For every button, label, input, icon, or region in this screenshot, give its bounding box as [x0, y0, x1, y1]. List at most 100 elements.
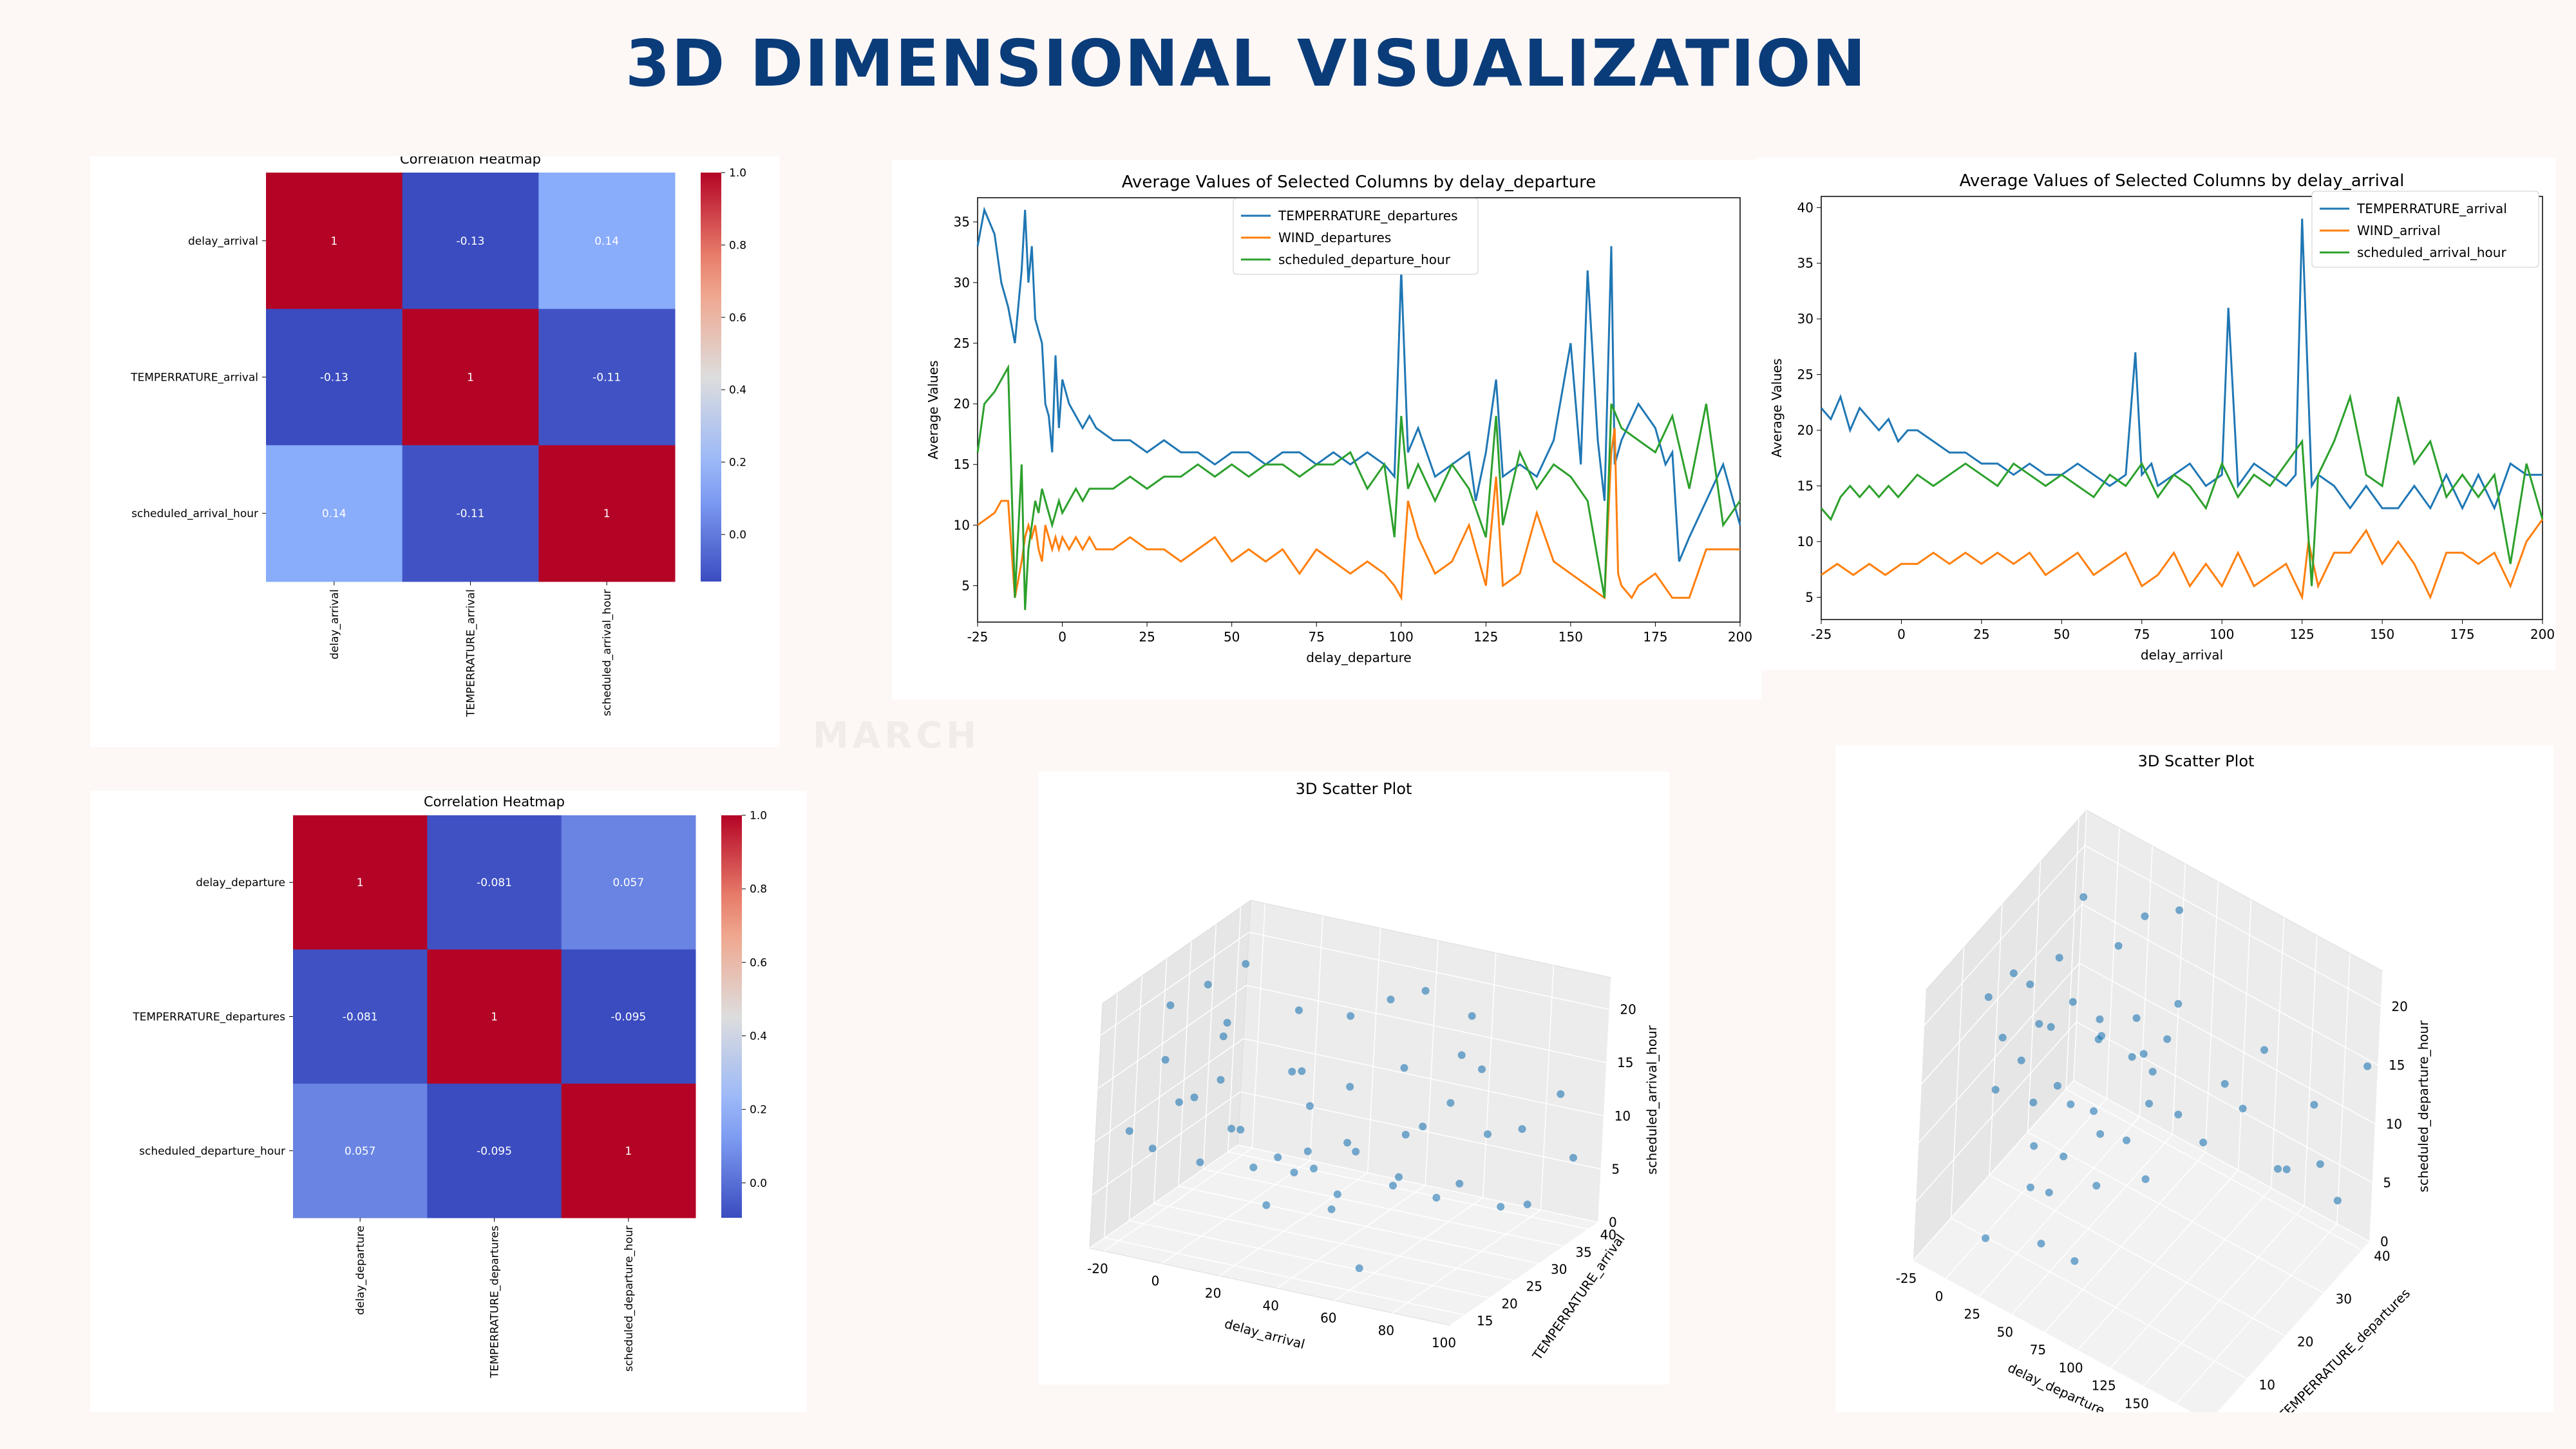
z-tick-label: 5: [1611, 1161, 1620, 1177]
y-tick-label: 20: [2297, 1334, 2313, 1350]
y-tick-label: 35: [954, 214, 970, 230]
x-tick-label: 125: [1473, 629, 1498, 645]
heatmap-arrival-chart: Correlation Heatmap 1 -0.13 0.14 delay_arriv…: [130, 156, 746, 717]
heatmap-cell: [561, 1083, 696, 1218]
cell-value-label: -0.13: [457, 235, 485, 248]
cell-value-label: -0.095: [611, 1011, 646, 1024]
scatter-point: [2067, 1100, 2075, 1108]
scatter-point: [1347, 1012, 1355, 1020]
y-tick-label: 10: [1797, 534, 1814, 549]
y-tick-label: 35: [1797, 256, 1814, 271]
scatter-point: [2079, 893, 2088, 901]
x-tick-label: 75: [2030, 1342, 2046, 1358]
scatter-point: [1446, 1099, 1455, 1107]
heatmap-departure-panel: Correlation Heatmap 1 -0.081 0.057 delay_dep…: [90, 791, 806, 1412]
grid-line: [1095, 1037, 1604, 1142]
z-tick-label: 10: [1615, 1108, 1631, 1124]
scatter-point: [2141, 1175, 2150, 1183]
scatter-point: [2260, 1046, 2268, 1054]
y-axis-label: Average Values: [1769, 359, 1785, 458]
cell-value-label: -0.11: [592, 372, 621, 384]
scatter-point: [1355, 1264, 1363, 1273]
series-line: [1821, 518, 2544, 601]
y-tick-label: 35: [1575, 1244, 1591, 1260]
colorbar-tick-label: 0.8: [750, 883, 767, 896]
scatter-point: [2069, 998, 2077, 1006]
chart-title: Average Values of Selected Columns by de…: [1122, 173, 1596, 192]
series-line: [976, 206, 1741, 562]
scatter-point: [1569, 1153, 1577, 1162]
scatter-point: [1295, 1006, 1303, 1014]
scatter-point: [1343, 1139, 1352, 1147]
colorbar-tick-label: 0.0: [750, 1177, 767, 1190]
col-label: delay_departure: [354, 1226, 367, 1315]
legend-label: TEMPERRATURE_arrival: [2356, 201, 2507, 216]
scatter-point: [1166, 1001, 1175, 1009]
x-tick-label: 25: [1964, 1307, 1980, 1322]
x-tick-label: 50: [1997, 1324, 2013, 1340]
z-tick-label: 5: [2383, 1175, 2391, 1191]
x-tick-label: 100: [1389, 629, 1414, 645]
col-label: delay_arrival: [328, 589, 341, 659]
z-tick-label: 20: [1620, 1002, 1636, 1018]
heatmap-cell: [538, 445, 676, 582]
cell-value-label: -0.13: [320, 372, 348, 384]
x-tick-label: 100: [2058, 1360, 2083, 1376]
row-label: scheduled_arrival_hour: [131, 507, 258, 520]
scatter-point: [1400, 1064, 1408, 1072]
line-departure-chart: Average Values of Selected Columns by de…: [925, 173, 1752, 665]
scatter-point: [1310, 1164, 1318, 1173]
scatter-point: [2045, 1188, 2053, 1197]
y-tick-label: 25: [1797, 367, 1814, 383]
scatter-point: [2282, 1165, 2291, 1173]
scatter-point: [1190, 1094, 1198, 1101]
scatter-point: [1242, 960, 1250, 968]
scatter-point: [1219, 1032, 1227, 1041]
colorbar-tick-label: 0.0: [729, 529, 746, 542]
cell-value-label: 1: [330, 235, 337, 248]
scatter-point: [1387, 996, 1395, 1003]
scatter-point: [2363, 1062, 2372, 1070]
scatter3d-arrival-panel: 3D Scatter Plot -20 0 20 40 60 80 100 15 20 25 30 35…: [1038, 772, 1669, 1385]
scatter-point: [1303, 1147, 1312, 1155]
z-tick-label: 20: [2391, 999, 2407, 1014]
cell-value-label: 0.057: [612, 876, 644, 889]
scatter-point: [2132, 1014, 2141, 1022]
series-line: [976, 364, 1741, 611]
scatter-point: [1478, 1065, 1486, 1074]
x-tick-label: 150: [1558, 629, 1583, 645]
heatmap-cell: [427, 815, 562, 950]
y-tick-label: 20: [954, 396, 970, 412]
heatmap-cell: [266, 308, 403, 446]
cell-value-label: -0.081: [343, 1011, 378, 1024]
cell-value-label: 1: [625, 1145, 632, 1158]
scatter3d-departure-panel: 3D Scatter Plot-250255075100125150175200…: [1835, 746, 2553, 1412]
scatter-point: [2060, 1152, 2068, 1160]
cell-value-label: 1: [491, 1011, 498, 1024]
y-tick-label: 5: [1805, 589, 1814, 605]
scatter-point: [2114, 942, 2123, 950]
chart-title: Correlation Heatmap: [400, 156, 541, 167]
y-tick-label: 25: [1526, 1279, 1542, 1294]
scatter-point: [1333, 1190, 1341, 1198]
scatter-point: [1432, 1193, 1441, 1202]
scatter-point: [2310, 1101, 2318, 1109]
scatter-point: [1346, 1083, 1354, 1091]
x-tick-label: -20: [1087, 1261, 1108, 1276]
x-tick-label: 0: [1897, 627, 1906, 642]
x-tick-label: 150: [2125, 1396, 2149, 1411]
x-tick-label: 125: [2092, 1378, 2116, 1394]
scatter-point: [2037, 1240, 2045, 1247]
grid-line: [1920, 904, 2379, 1085]
scatter-point: [2055, 954, 2063, 962]
scatter-point: [2017, 1056, 2025, 1065]
x-tick-label: 200: [2530, 627, 2555, 642]
scatter-point: [2141, 912, 2149, 920]
z-axis-label: scheduled_arrival_hour: [1644, 1025, 1660, 1174]
scatter-point: [2098, 1032, 2106, 1040]
line-arrival-chart: Average Values of Selected Columns by de…: [1769, 171, 2555, 663]
grid-line: [1089, 1144, 1599, 1249]
heatmap-cell: [266, 445, 403, 582]
scatter-point: [2029, 1098, 2038, 1106]
scatter-point: [1421, 987, 1430, 995]
